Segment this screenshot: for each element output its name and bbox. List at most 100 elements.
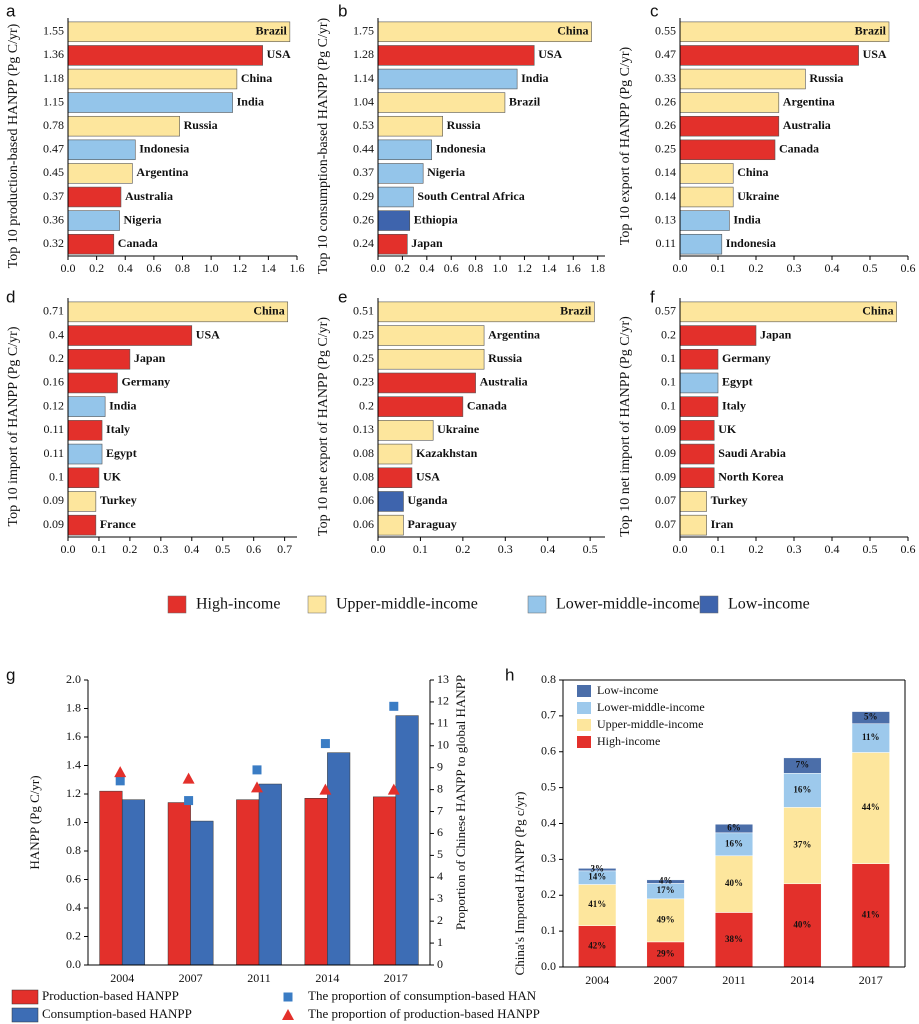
- segment-label: 42%: [588, 940, 606, 950]
- legend-swatch: [577, 702, 591, 714]
- value-label: 0.71: [43, 304, 64, 318]
- value-label: 0.47: [43, 142, 64, 156]
- value-label: 0.14: [655, 165, 676, 179]
- bar: [327, 752, 351, 966]
- y-tick-label: 0.5: [541, 779, 556, 793]
- bar: [679, 348, 719, 370]
- bar: [679, 372, 719, 394]
- country-label: Ukraine: [437, 422, 480, 436]
- bar: [304, 798, 328, 966]
- scatter-point: [251, 781, 263, 793]
- value-label: 0.06: [353, 517, 374, 531]
- value-label: 0.26: [353, 212, 374, 226]
- value-label: 0.1: [661, 351, 676, 365]
- value-label: 0.44: [353, 142, 374, 156]
- y-tick-label: 1.4: [66, 757, 81, 771]
- x-tick-label: 0.2: [89, 261, 104, 275]
- value-label: 0.09: [43, 517, 64, 531]
- x-tick-label: 0.0: [371, 542, 386, 556]
- segment-label: 3%: [590, 864, 604, 874]
- country-label: Italy: [722, 398, 746, 412]
- legend-swatch: [167, 595, 187, 614]
- bar-segment: [578, 884, 617, 926]
- bar: [67, 443, 103, 465]
- segment-label: 11%: [862, 732, 880, 742]
- y-tick-label: 0.2: [541, 887, 556, 901]
- x-tick-label: 0.2: [395, 261, 410, 275]
- legend-marker: [282, 1009, 294, 1020]
- bar: [99, 790, 123, 966]
- x-tick-label: 1.6: [566, 261, 581, 275]
- country-label: Italy: [106, 422, 130, 436]
- panel-letter: f: [650, 287, 655, 306]
- y-axis-label: Top 10 export of HANPP (Pg C/yr): [618, 46, 633, 245]
- legend-swatch: [527, 595, 547, 614]
- country-label: Nigeria: [124, 212, 162, 226]
- x-tick-label: 1.2: [517, 261, 532, 275]
- country-label: Egypt: [722, 375, 753, 389]
- legend-label: Upper-middle-income: [597, 717, 703, 731]
- value-label: 0.13: [353, 422, 374, 436]
- bar: [167, 802, 191, 966]
- value-label: 0.2: [49, 351, 64, 365]
- y2-axis-label: Proportion of Chinese HANPP to global HA…: [453, 675, 468, 930]
- country-label: Uganda: [407, 493, 447, 507]
- country-label: China: [862, 304, 893, 318]
- x-tick-label: 2007: [654, 973, 678, 987]
- y-axis-label: China's Imported HANPP (Pg c/yr): [512, 792, 527, 976]
- bar: [67, 348, 131, 370]
- x-tick-label: 0.5: [583, 542, 598, 556]
- y-axis-label: HANPP (Pg C/yr): [27, 775, 42, 869]
- y2-tick-label: 8: [437, 781, 443, 795]
- value-label: 0.12: [43, 398, 64, 412]
- legend-label: Production-based HANPP: [42, 988, 179, 1003]
- bar-segment: [578, 868, 617, 872]
- value-label: 0.09: [43, 493, 64, 507]
- value-label: 0.45: [43, 165, 64, 179]
- bar-segment: [646, 879, 685, 884]
- value-label: 0.33: [655, 71, 676, 85]
- bar: [67, 396, 106, 417]
- x-tick-label: 0.5: [863, 542, 878, 556]
- country-label: Japan: [760, 327, 792, 341]
- x-tick-label: 0.3: [153, 542, 168, 556]
- country-label: Germany: [722, 351, 771, 365]
- y-tick-label: 1.0: [66, 814, 81, 828]
- legend-label: The proportion of consumption-based HAN: [308, 988, 537, 1003]
- value-label: 1.55: [43, 24, 64, 38]
- value-label: 0.57: [655, 304, 676, 318]
- y-tick-label: 2.0: [66, 672, 81, 686]
- bar: [377, 348, 485, 370]
- bar-segment: [783, 807, 822, 885]
- value-label: 0.08: [353, 446, 374, 460]
- country-label: Russia: [488, 351, 522, 365]
- bar: [377, 325, 485, 346]
- segment-label: 41%: [588, 899, 606, 909]
- legend-swatch: [577, 685, 591, 697]
- country-label: Argentina: [488, 327, 540, 341]
- country-label: Brazil: [855, 24, 887, 38]
- y-axis-label: Top 10 consumption-based HANPP (Pg C/yr): [316, 17, 331, 274]
- scatter-point: [115, 776, 125, 786]
- country-label: Brazil: [560, 304, 592, 318]
- country-label: Australia: [783, 118, 831, 132]
- legend-label: Consumption-based HANPP: [42, 1006, 192, 1021]
- country-label: Kazakhstan: [416, 446, 478, 460]
- country-label: Germany: [122, 375, 171, 389]
- bar: [67, 163, 133, 184]
- x-tick-label: 0.1: [413, 542, 428, 556]
- bar-segment: [851, 752, 890, 864]
- bar-segment: [783, 883, 822, 968]
- value-label: 0.2: [359, 398, 374, 412]
- x-tick-label: 0.4: [825, 261, 840, 275]
- bar: [67, 115, 180, 137]
- bar: [377, 68, 518, 90]
- bar: [395, 715, 419, 966]
- scatter-point: [252, 765, 262, 775]
- y-tick-label: 0.4: [66, 900, 81, 914]
- value-label: 0.09: [655, 446, 676, 460]
- country-label: Indonesia: [139, 142, 189, 156]
- bar: [679, 163, 734, 184]
- bar: [679, 491, 707, 512]
